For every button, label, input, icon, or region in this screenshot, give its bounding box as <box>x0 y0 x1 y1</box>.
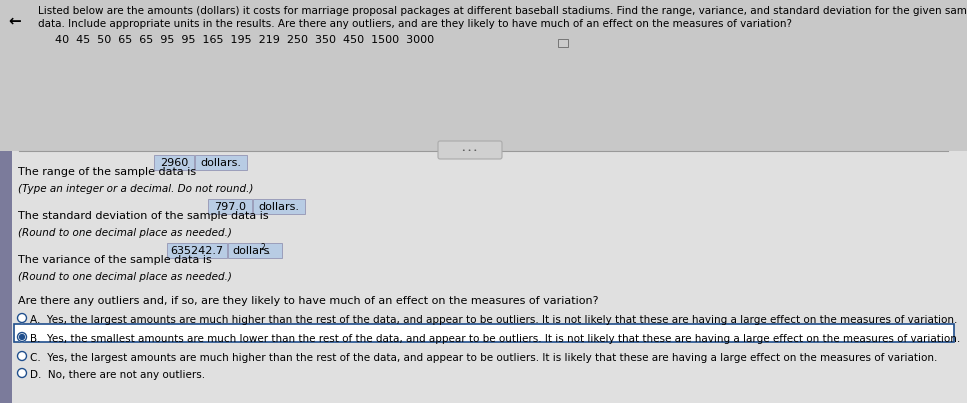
Text: .: . <box>267 245 271 256</box>
Text: data. Include appropriate units in the results. Are there any outliers, and are : data. Include appropriate units in the r… <box>38 19 792 29</box>
Circle shape <box>19 334 24 339</box>
FancyBboxPatch shape <box>253 199 306 214</box>
FancyBboxPatch shape <box>0 151 967 403</box>
Text: D.  No, there are not any outliers.: D. No, there are not any outliers. <box>30 370 205 380</box>
Text: The variance of the sample data is: The variance of the sample data is <box>18 255 219 265</box>
Text: The standard deviation of the sample data is: The standard deviation of the sample dat… <box>18 211 276 221</box>
Text: 2: 2 <box>261 243 266 252</box>
Text: (Round to one decimal place as needed.): (Round to one decimal place as needed.) <box>18 272 232 282</box>
FancyBboxPatch shape <box>208 199 252 214</box>
FancyBboxPatch shape <box>166 243 226 258</box>
Circle shape <box>17 351 26 361</box>
Text: A.  Yes, the largest amounts are much higher than the rest of the data, and appe: A. Yes, the largest amounts are much hig… <box>30 315 957 325</box>
FancyBboxPatch shape <box>14 324 954 342</box>
Text: Listed below are the amounts (dollars) it costs for marriage proposal packages a: Listed below are the amounts (dollars) i… <box>38 6 967 16</box>
Text: • • •: • • • <box>462 147 478 152</box>
Text: dollars.: dollars. <box>201 158 242 168</box>
Text: C.  Yes, the largest amounts are much higher than the rest of the data, and appe: C. Yes, the largest amounts are much hig… <box>30 353 937 363</box>
Text: 40  45  50  65  65  95  95  165  195  219  250  350  450  1500  3000: 40 45 50 65 65 95 95 165 195 219 250 350… <box>55 35 434 45</box>
Text: 797.0: 797.0 <box>215 202 247 212</box>
Text: Are there any outliers and, if so, are they likely to have much of an effect on : Are there any outliers and, if so, are t… <box>18 296 599 306</box>
FancyBboxPatch shape <box>195 155 248 170</box>
FancyBboxPatch shape <box>155 155 194 170</box>
FancyBboxPatch shape <box>438 141 502 159</box>
Text: 2960: 2960 <box>161 158 189 168</box>
Circle shape <box>17 332 26 341</box>
FancyBboxPatch shape <box>0 0 967 155</box>
Text: (Round to one decimal place as needed.): (Round to one decimal place as needed.) <box>18 228 232 238</box>
Circle shape <box>17 314 26 322</box>
Text: 635242.7: 635242.7 <box>170 245 223 256</box>
Circle shape <box>17 368 26 378</box>
Text: (Type an integer or a decimal. Do not round.): (Type an integer or a decimal. Do not ro… <box>18 184 253 194</box>
Text: dollars.: dollars. <box>259 202 300 212</box>
FancyBboxPatch shape <box>228 243 281 258</box>
FancyBboxPatch shape <box>558 39 568 47</box>
Text: The range of the sample data is: The range of the sample data is <box>18 167 203 177</box>
FancyBboxPatch shape <box>0 151 12 403</box>
Text: dollars: dollars <box>233 245 270 256</box>
Text: B.  Yes, the smallest amounts are much lower than the rest of the data, and appe: B. Yes, the smallest amounts are much lo… <box>30 334 960 344</box>
Text: ←: ← <box>8 13 20 28</box>
